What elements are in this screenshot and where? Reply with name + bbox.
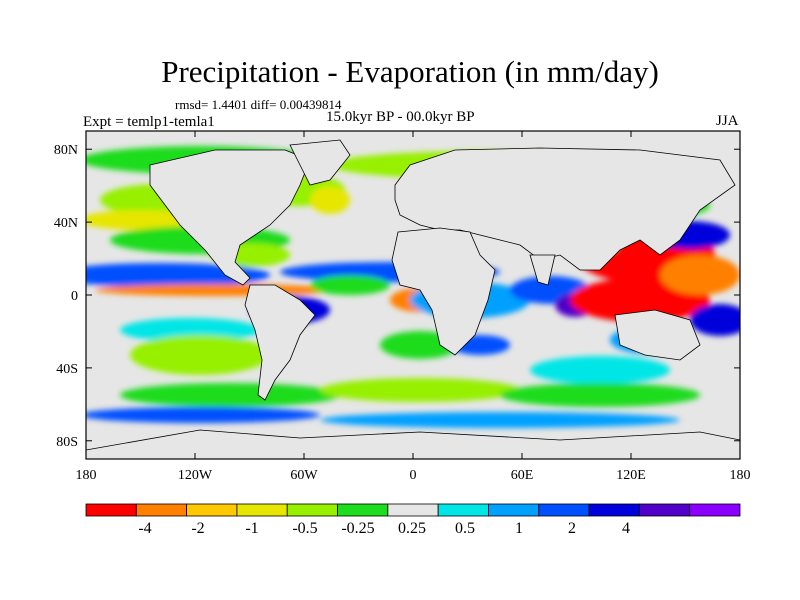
lat-label-80s: 80S [56, 435, 78, 450]
colorbar-swatch [286, 503, 338, 517]
colorbar-label-1: -2 [191, 520, 205, 537]
lat-label-40n: 40N [53, 216, 78, 231]
colorbar-swatch [488, 503, 540, 517]
lat-label-40s: 40S [56, 362, 78, 377]
greenland [289, 139, 351, 186]
colorbar-label-3: -0.5 [292, 520, 318, 537]
experiment-label: Expt = temlp1-temla1 [83, 114, 215, 130]
lon-label-120w: 120W [177, 468, 213, 483]
colorbar-swatch [186, 503, 238, 517]
lon-label-180w: 180 [75, 468, 97, 483]
colorbar-label-5: 0.25 [398, 520, 426, 537]
lon-label-180e: 180 [729, 468, 751, 483]
continents [86, 139, 740, 459]
colorbar-label-8: 2 [568, 520, 576, 537]
lat-label-80n: 80N [53, 143, 78, 158]
africa [391, 227, 496, 356]
lon-label-120e: 120E [616, 468, 646, 483]
south-america [244, 284, 316, 401]
colorbar [85, 503, 741, 517]
colorbar-swatch [538, 503, 590, 517]
colorbar-swatch [85, 503, 137, 517]
colorbar-label-7: 1 [515, 520, 523, 537]
india [529, 254, 556, 286]
australia [614, 309, 701, 361]
colorbar-label-2: -1 [245, 520, 259, 537]
axis-ticks [85, 131, 741, 459]
colorbar-label-4: -0.25 [341, 520, 375, 537]
chart-title: Precipitation - Evaporation (in mm/day) [161, 54, 659, 89]
colorbar-label-9: 4 [622, 520, 630, 537]
colorbar-swatch [638, 503, 691, 517]
colorbar-swatch [236, 503, 288, 517]
colorbar-swatch [387, 503, 439, 517]
lon-label-60w: 60W [290, 468, 318, 483]
lon-label-60e: 60E [510, 468, 534, 483]
period-text: 15.0kyr BP - 00.0kyr BP [326, 109, 475, 125]
lat-label-0: 0 [71, 289, 78, 304]
season-label: JJA [716, 113, 739, 129]
colorbar-swatch [135, 503, 188, 517]
colorbar-swatch [588, 503, 640, 517]
lon-label-0: 0 [409, 468, 417, 483]
colorbar-swatch [437, 503, 489, 517]
colorbar-label-6: 0.5 [455, 520, 475, 537]
antarctica [86, 429, 740, 459]
stats-text: rmsd= 1.4401 diff= 0.00439814 [175, 97, 342, 112]
colorbar-swatch [689, 503, 741, 517]
colorbar-swatch [337, 503, 389, 517]
map-field [86, 131, 740, 459]
colorbar-label-0: -4 [138, 520, 152, 537]
